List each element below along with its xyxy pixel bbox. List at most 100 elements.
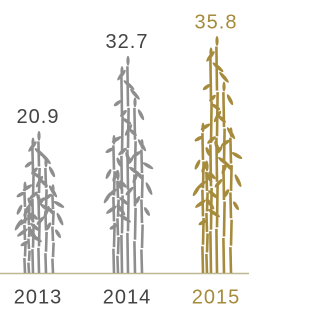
stalk — [230, 247, 231, 273]
stalk — [134, 108, 135, 140]
stalk — [135, 141, 136, 173]
leaf — [107, 188, 118, 198]
bamboo-bar — [192, 36, 244, 273]
stalk — [32, 249, 33, 273]
stalk — [118, 237, 119, 254]
leaf — [194, 198, 207, 209]
stalk — [207, 233, 208, 252]
stalk — [28, 215, 29, 225]
stalk — [210, 145, 211, 187]
stalk — [53, 243, 54, 257]
stalk — [230, 192, 231, 218]
stalk — [216, 47, 217, 91]
leaf — [229, 127, 232, 137]
leaf — [53, 200, 65, 209]
stalk — [211, 101, 212, 143]
leaf — [226, 94, 235, 106]
stalk — [223, 238, 224, 273]
leaf — [54, 229, 62, 239]
leaf — [144, 182, 153, 196]
stalk — [52, 259, 53, 273]
stalk — [121, 156, 122, 194]
stalk — [117, 218, 118, 235]
stalk — [141, 200, 142, 223]
stalk — [142, 175, 143, 198]
stalk — [206, 213, 207, 232]
leaf — [205, 161, 208, 171]
leaf — [126, 56, 129, 66]
leaf — [142, 161, 154, 170]
stalk — [134, 241, 135, 273]
leaf — [37, 131, 40, 141]
leaf — [48, 166, 57, 178]
leaf — [55, 212, 64, 226]
stalk — [29, 251, 30, 261]
stalk — [223, 92, 224, 127]
leaf — [116, 170, 119, 180]
stalk — [206, 172, 207, 191]
value-label: 20.9 — [17, 106, 60, 128]
stalk — [216, 138, 217, 182]
leaf — [143, 206, 151, 216]
leaf — [207, 208, 221, 219]
stalk — [52, 195, 53, 209]
stalk — [121, 77, 122, 115]
stalk — [231, 220, 232, 246]
stalk — [207, 192, 208, 211]
stalk — [29, 227, 30, 237]
leaf — [222, 82, 225, 92]
stalk — [231, 165, 232, 191]
leaf — [137, 109, 146, 121]
stalk — [210, 231, 211, 273]
chart: 20.9201332.7201435.82015 — [0, 0, 249, 309]
leaf — [196, 180, 207, 190]
stalk — [117, 256, 118, 273]
stalk — [210, 58, 211, 100]
stalk — [113, 145, 114, 169]
stalk — [142, 225, 143, 248]
stalk — [45, 168, 46, 188]
leaf — [27, 204, 30, 214]
leaf — [215, 36, 218, 46]
stalk — [135, 208, 136, 240]
stalk — [141, 150, 142, 173]
stalk — [217, 183, 218, 227]
stalk — [52, 227, 53, 241]
leaf — [193, 159, 201, 170]
stalk — [38, 195, 39, 220]
stalk — [46, 232, 47, 252]
stalk — [230, 138, 231, 164]
stalk — [202, 133, 203, 160]
stalk — [28, 263, 29, 273]
leaf — [15, 204, 23, 215]
stalk — [128, 191, 129, 231]
stalk — [202, 246, 203, 273]
stalk — [127, 150, 128, 190]
x-tick-label: 2013 — [14, 286, 63, 308]
leaf — [232, 201, 240, 211]
stalk — [224, 129, 225, 164]
stalk — [121, 235, 122, 273]
leaf — [104, 168, 112, 179]
leaf — [51, 184, 54, 194]
stalk — [28, 239, 29, 249]
x-tick-label: 2014 — [103, 286, 152, 308]
bamboo-bar — [14, 131, 66, 273]
stalk — [24, 258, 25, 273]
stalk — [206, 254, 207, 273]
stalk — [38, 248, 39, 273]
leaf — [231, 151, 243, 160]
leaf — [16, 227, 29, 238]
value-label: 32.7 — [106, 31, 149, 53]
value-label: 35.8 — [195, 11, 238, 33]
stalk — [32, 148, 33, 172]
leaf — [140, 139, 143, 149]
stalk — [32, 199, 33, 223]
stalk — [118, 200, 119, 217]
leaf — [233, 174, 242, 188]
stalk — [113, 249, 114, 273]
stalk — [127, 233, 128, 273]
bamboo-bar — [103, 56, 155, 273]
leaf — [29, 233, 43, 244]
stalk — [122, 116, 123, 154]
